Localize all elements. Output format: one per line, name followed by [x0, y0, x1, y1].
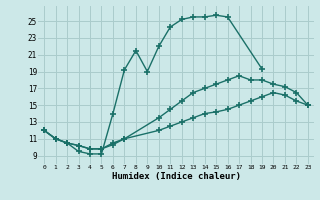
- X-axis label: Humidex (Indice chaleur): Humidex (Indice chaleur): [111, 172, 241, 181]
